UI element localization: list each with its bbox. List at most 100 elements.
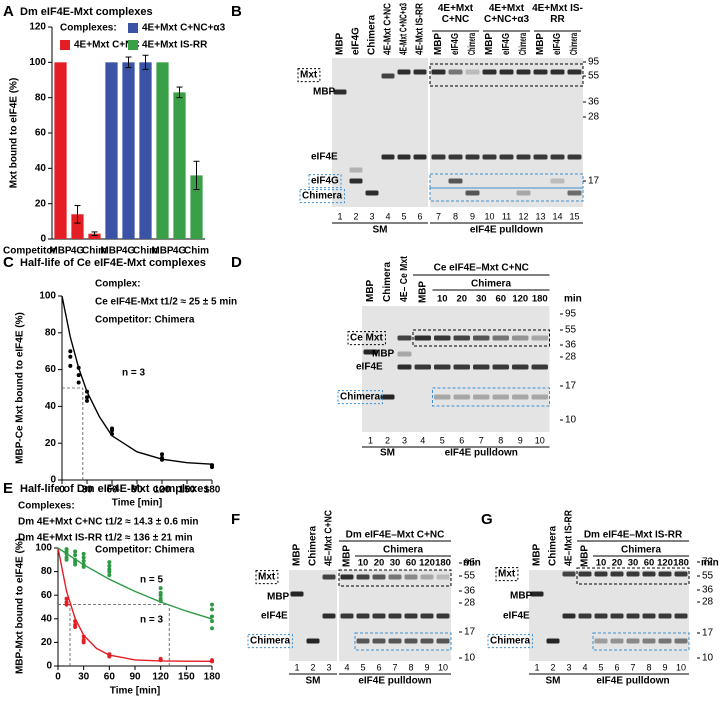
lane-header: Chimera	[518, 33, 529, 55]
sample-group: eIF4E pulldown	[470, 225, 543, 236]
lane-label: 120	[512, 294, 528, 305]
size-marker: 36	[702, 585, 714, 596]
gel-band	[499, 69, 514, 75]
size-marker: 17	[565, 381, 577, 392]
lane-label: 20	[612, 558, 623, 569]
gel-band	[381, 73, 395, 79]
gel-band	[530, 591, 544, 597]
size-marker: 10	[702, 653, 714, 664]
x-tick-label: 4G	[71, 246, 85, 257]
gel-band	[473, 394, 490, 400]
gel-band	[322, 613, 336, 619]
x-tick-label: Chim	[82, 246, 107, 257]
lane-number: 2	[550, 662, 555, 672]
x-tick-label: Chim	[184, 246, 209, 257]
lane-number: 3	[566, 662, 571, 672]
gel-band	[372, 574, 386, 580]
lane-header: 4E–Mxt C+NC	[324, 510, 335, 566]
bar	[139, 62, 152, 240]
gel-band	[674, 571, 688, 577]
gel-band	[413, 69, 427, 75]
x-tick-label: 150	[178, 672, 195, 683]
gel-band	[365, 190, 379, 196]
group-title: 4E+Mxt IS-RR	[532, 3, 583, 25]
gel-band	[349, 167, 363, 173]
size-marker: 36	[588, 97, 600, 108]
gel-band	[434, 394, 451, 400]
gel-band	[550, 69, 565, 75]
gel-band	[482, 154, 497, 160]
gel-band	[414, 335, 431, 341]
data-point	[210, 626, 214, 631]
gel-band	[397, 351, 412, 357]
gel-band	[436, 638, 450, 644]
band-label: Mxt	[300, 70, 318, 81]
lane-number: 4	[344, 662, 349, 672]
gel-band	[531, 364, 548, 370]
lane-header: MBP	[292, 543, 303, 566]
data-point	[73, 553, 78, 558]
bar	[88, 233, 101, 239]
gel-band	[492, 364, 509, 370]
data-point	[64, 602, 69, 607]
band-label: Chimera	[302, 191, 342, 202]
data-point	[158, 658, 163, 663]
sample-group: SM	[306, 676, 321, 687]
lane-label: 180	[673, 558, 689, 569]
gel-band	[448, 154, 463, 160]
band-label: eIF4E	[503, 611, 530, 622]
gel-band	[550, 178, 565, 184]
data-point	[81, 558, 86, 563]
gel-band	[550, 154, 565, 160]
data-point	[68, 363, 73, 368]
y-tick-label: 60	[35, 128, 47, 139]
gel-band	[594, 613, 608, 619]
size-marker: 36	[464, 586, 476, 597]
bar	[122, 62, 135, 240]
lane-label: 60	[406, 558, 417, 569]
lane-number: 10	[535, 435, 545, 445]
gel-band	[290, 591, 304, 597]
gel-subtitle: Chimera	[383, 545, 423, 556]
data-point	[64, 551, 69, 556]
chart-title: Half-life of Dm eIF4E-Mxt complexes	[20, 483, 210, 495]
label-box	[299, 189, 345, 204]
lane-number: 6	[376, 662, 381, 672]
lane-number: 7	[392, 662, 397, 672]
size-marker: 95	[464, 558, 476, 569]
gel-band	[453, 394, 470, 400]
gel-band	[658, 638, 672, 644]
gel-band	[642, 613, 656, 619]
size-marker: 28	[464, 598, 476, 609]
highlight-box	[432, 387, 550, 407]
annotation: n = 5	[140, 575, 164, 586]
x-tick-label: MBP	[49, 246, 72, 257]
band-label: MBP	[313, 87, 336, 98]
gel-band	[642, 638, 656, 644]
y-tick-label: 100	[35, 543, 52, 554]
x-tick-label: 150	[179, 485, 196, 496]
band-label: eIF4E	[261, 611, 288, 622]
data-point	[107, 653, 112, 658]
y-tick-label: 60	[41, 590, 53, 601]
gel-band	[340, 613, 354, 619]
gel-band	[431, 69, 446, 75]
lane-number: 13	[535, 211, 545, 221]
data-point	[158, 586, 163, 591]
gel-band	[381, 154, 395, 160]
lane-label: MBP	[580, 545, 591, 567]
lane-header: 4E-Mxt IS-RR	[415, 2, 426, 55]
lane-label: 30	[476, 294, 487, 305]
x-axis-label: Time [min]	[112, 498, 162, 509]
data-point	[81, 551, 86, 556]
lane-number: 3	[326, 662, 331, 672]
lane-header: Chimera	[367, 15, 378, 55]
data-point	[107, 560, 112, 565]
data-point	[107, 563, 112, 568]
lane-number: 3	[402, 435, 407, 445]
gel-band	[420, 574, 434, 580]
data-point	[158, 599, 163, 604]
x-tick-label: MBP	[151, 246, 174, 257]
